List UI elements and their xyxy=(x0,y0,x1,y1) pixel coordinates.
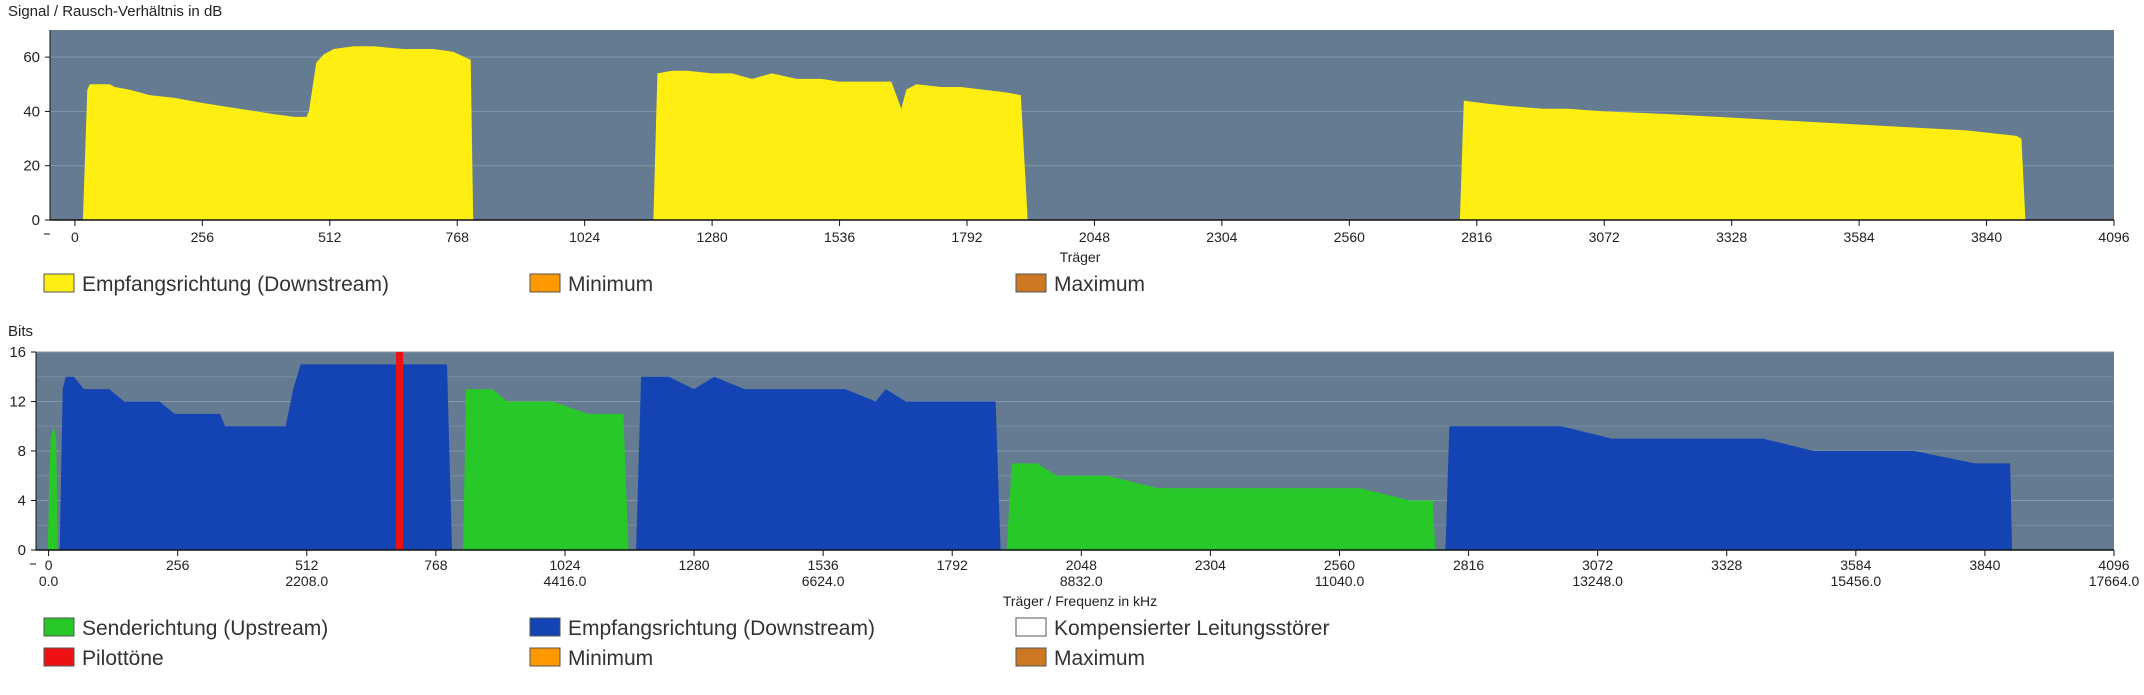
snr-x-tick-label: 3328 xyxy=(1716,229,1747,245)
snr-snr-area-0 xyxy=(82,46,474,220)
snr-legend-minimum-label: Minimum xyxy=(568,273,653,296)
snr-legend-minimum-swatch xyxy=(529,273,561,293)
bits-legend-pilot-swatch xyxy=(43,647,75,667)
bits-x-tick-label: 3584 xyxy=(1840,557,1871,573)
snr-legend-maximum-label: Maximum xyxy=(1054,273,1145,296)
snr-x-tick-label: 2560 xyxy=(1334,229,1365,245)
snr-chart: Signal / Rausch-Verhältnis in dB 0 256 512… xyxy=(8,3,2130,296)
snr-x-tick-label: 1280 xyxy=(697,229,728,245)
snr-legend-downstream-swatch xyxy=(43,273,75,293)
bits-downstream-area-1 xyxy=(59,364,452,550)
snr-x-tick-label: 1792 xyxy=(951,229,982,245)
snr-chart-title: Signal / Rausch-Verhältnis in dB xyxy=(8,3,222,20)
bits-y-tick-label: 16 xyxy=(9,344,26,361)
bits-upstream-area-2 xyxy=(463,389,629,550)
bits-x-tick-label: 1536 xyxy=(808,557,839,573)
snr-x-tick-label: 2304 xyxy=(1206,229,1237,245)
bits-x-freq-label: 0.0 xyxy=(39,573,59,589)
bits-x-tick-label: 1024 xyxy=(549,557,580,573)
snr-snr-area-1 xyxy=(653,70,1028,220)
snr-x-tick-label: 2048 xyxy=(1079,229,1110,245)
bits-legend-upstream-label: Senderichtung (Upstream) xyxy=(82,617,328,640)
bits-x-tick-label: 4096 xyxy=(2098,557,2129,573)
snr-x-tick-label: 768 xyxy=(446,229,470,245)
bits-x-tick-label: 1280 xyxy=(678,557,709,573)
snr-x-axis-label: Träger xyxy=(1060,249,1101,265)
bits-x-freq-label: 6624.0 xyxy=(802,573,845,589)
snr-legend: Empfangsrichtung (Downstream) Minimum Ma… xyxy=(43,273,1145,296)
bits-legend-pilot-label: Pilottöne xyxy=(82,647,164,670)
bits-x-freq-label: 17664.0 xyxy=(2089,573,2140,589)
bits-x-tick-label: 256 xyxy=(166,557,190,573)
bits-x-tick-label: 512 xyxy=(295,557,319,573)
snr-x-tick-label: 3072 xyxy=(1589,229,1620,245)
snr-snr-area-2 xyxy=(1459,100,2026,220)
snr-y-tick-label: 60 xyxy=(23,49,40,66)
bits-downstream-area-5 xyxy=(1445,426,2013,550)
bits-y-tick-label: 8 xyxy=(18,443,26,460)
bits-downstream-area-3 xyxy=(636,376,1001,550)
bits-x-tick-label: 3328 xyxy=(1711,557,1742,573)
bits-x-tick-label: 2304 xyxy=(1195,557,1226,573)
snr-x-tick-label: 3584 xyxy=(1844,229,1875,245)
bits-y-tick-label: 0 xyxy=(18,542,26,559)
bits-x-tick-label: 2048 xyxy=(1066,557,1097,573)
bits-x-freq-label: 13248.0 xyxy=(1572,573,1623,589)
bits-legend-minimum-label: Minimum xyxy=(568,647,653,670)
snr-y-tick-label: 0 xyxy=(32,212,40,229)
bits-x-freq-label: 11040.0 xyxy=(1315,573,1365,589)
snr-x-tick-label: 2816 xyxy=(1461,229,1492,245)
bits-legend-minimum-swatch xyxy=(529,647,561,667)
bits-x-tick-label: 3072 xyxy=(1582,557,1613,573)
snr-legend-downstream-label: Empfangsrichtung (Downstream) xyxy=(82,273,389,296)
pilot-tone-marker xyxy=(396,352,404,550)
bits-legend-upstream-swatch xyxy=(43,617,75,637)
snr-legend-maximum-swatch xyxy=(1015,273,1047,293)
bits-y-tick-label: 4 xyxy=(18,493,26,510)
bits-legend-maximum-swatch xyxy=(1015,647,1047,667)
snr-x-tick-label: 512 xyxy=(318,229,342,245)
bits-x-freq-label: 8832.0 xyxy=(1060,573,1103,589)
bits-legend: Senderichtung (Upstream) Empfangsrichtun… xyxy=(43,617,1329,670)
snr-x-tick-label: 3840 xyxy=(1971,229,2002,245)
snr-x-tick-label: 4096 xyxy=(2098,229,2129,245)
bits-x-freq-label: 15456.0 xyxy=(1831,573,1882,589)
bits-x-tick-label: 2560 xyxy=(1324,557,1355,573)
snr-x-tick-label: 0 xyxy=(71,229,79,245)
bits-upstream-area-4 xyxy=(1006,463,1436,550)
snr-y-tick-label: 20 xyxy=(23,158,40,175)
snr-y-tick-label: 40 xyxy=(23,103,40,120)
bits-x-freq-label: 2208.0 xyxy=(285,573,328,589)
snr-x-tick-label: 256 xyxy=(191,229,215,245)
bits-x-freq-label: 4416.0 xyxy=(544,573,587,589)
bits-x-tick-label: 768 xyxy=(424,557,448,573)
snr-x-tick-label: 1024 xyxy=(569,229,600,245)
bits-y-tick-label: 12 xyxy=(9,394,26,411)
bits-x-tick-label: 2816 xyxy=(1453,557,1484,573)
bits-x-tick-label: 3840 xyxy=(1969,557,2000,573)
bits-legend-downstream-swatch xyxy=(529,617,561,637)
bits-x-tick-label: 0 xyxy=(45,557,53,573)
bits-legend-compensated-label: Kompensierter Leitungsstörer xyxy=(1054,617,1329,640)
bits-x-tick-label: 1792 xyxy=(937,557,968,573)
bits-x-axis-label: Träger / Frequenz in kHz xyxy=(1003,593,1157,609)
bits-legend-compensated-swatch xyxy=(1015,617,1047,637)
bits-legend-downstream-label: Empfangsrichtung (Downstream) xyxy=(568,617,875,640)
snr-x-tick-label: 1536 xyxy=(824,229,855,245)
bits-upstream-area-0 xyxy=(47,426,58,550)
bits-chart-title: Bits xyxy=(8,323,33,340)
bits-legend-maximum-label: Maximum xyxy=(1054,647,1145,670)
